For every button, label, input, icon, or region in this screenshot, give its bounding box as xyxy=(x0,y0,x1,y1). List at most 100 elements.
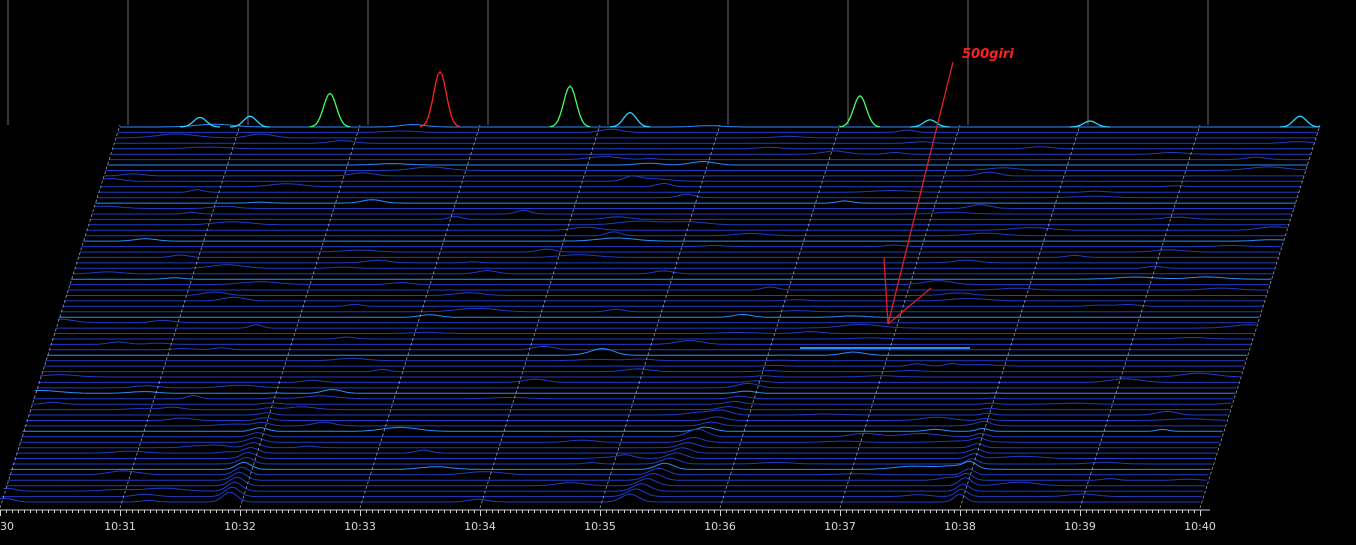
slanted-gridline xyxy=(719,124,841,509)
tick-label: 10:35 xyxy=(584,520,616,533)
annotation-group: 500giri xyxy=(883,47,1014,325)
spectrum-trace xyxy=(8,466,1209,476)
slanted-gridline xyxy=(599,124,721,509)
spectrum-trace xyxy=(12,457,1213,465)
spectrum-trace xyxy=(10,460,1211,470)
slanted-gridline xyxy=(959,124,1081,509)
spectrum-trace xyxy=(36,382,1237,389)
spectrum-trace xyxy=(7,471,1208,481)
minor-ticks xyxy=(0,510,1201,516)
spectrum-trace xyxy=(60,307,1261,313)
spectrum-trace xyxy=(72,270,1273,275)
spectrum-trace xyxy=(66,291,1267,296)
tick-label: 10:31 xyxy=(104,520,136,533)
spectrum-trace xyxy=(109,156,1310,161)
spectrum-trace xyxy=(102,175,1303,182)
spectrum-trace xyxy=(118,128,1319,133)
spectrum-trace xyxy=(39,372,1241,378)
spectrum-trace xyxy=(74,264,1275,269)
tick-labels: 30 10:31 10:32 10:33 10:34 10:35 10:36 10:37 10:… xyxy=(0,520,1216,533)
spectrum-peak xyxy=(909,119,951,128)
slanted-time-gridlines xyxy=(0,124,1321,509)
spectrum-traces xyxy=(0,70,1321,503)
spectrum-trace xyxy=(104,171,1305,177)
spectrum-trace xyxy=(29,406,1230,411)
spectrum-trace xyxy=(113,146,1313,150)
slanted-gridline xyxy=(479,124,601,509)
tick-label: 10:37 xyxy=(824,520,856,533)
spectrum-peak xyxy=(309,92,351,128)
spectrum-trace xyxy=(24,420,1225,427)
slanted-gridline xyxy=(119,124,241,509)
slanted-gridline xyxy=(359,124,481,509)
spectrum-trace xyxy=(19,436,1220,443)
spectrum-trace xyxy=(41,368,1242,373)
tick-label: 10:32 xyxy=(224,520,256,533)
spectrum-trace xyxy=(107,160,1308,166)
spectrum-trace xyxy=(31,400,1232,405)
spectrum-trace xyxy=(76,259,1277,264)
spectrum-trace xyxy=(47,347,1247,356)
spectrum-trace xyxy=(48,345,1249,351)
tick-label: 10:36 xyxy=(704,520,736,533)
spectrum-trace xyxy=(57,318,1258,324)
spectrum-trace xyxy=(0,491,1200,503)
spectrum-peak xyxy=(229,115,271,128)
spectrum-trace xyxy=(34,388,1235,394)
spectrum-trace xyxy=(52,336,1253,340)
slanted-gridline xyxy=(839,124,961,509)
tick-label: 10:34 xyxy=(464,520,496,533)
spectrum-trace xyxy=(43,363,1244,367)
spectrum-trace xyxy=(45,357,1246,362)
spectrum-trace xyxy=(17,441,1218,449)
spectrum-trace xyxy=(93,204,1294,209)
spectrum-trace xyxy=(3,481,1204,492)
slanted-gridline xyxy=(1079,124,1201,509)
spectrum-peak xyxy=(549,85,591,128)
spectrum-trace xyxy=(1,486,1202,498)
spectrum-trace xyxy=(5,476,1206,487)
spectrum-trace xyxy=(106,166,1307,171)
spectrum-trace xyxy=(15,446,1216,454)
spectrum-trace xyxy=(67,286,1268,291)
spectrum-trace xyxy=(92,209,1293,215)
spectrum-peak xyxy=(609,111,651,128)
spectrum-trace xyxy=(53,331,1254,334)
slanted-gridline xyxy=(0,124,121,509)
spectrum-trace xyxy=(55,324,1256,329)
tick-label: 10:38 xyxy=(944,520,976,533)
spectrum-trace xyxy=(81,244,1282,248)
spectrum-trace xyxy=(111,150,1312,155)
slanted-gridline xyxy=(239,124,361,509)
tick-label: 30 xyxy=(0,520,14,533)
tick-label: 10:33 xyxy=(344,520,376,533)
slanted-gridline xyxy=(1199,124,1321,509)
spectrum-trace xyxy=(33,394,1233,400)
spectrum-trace xyxy=(69,280,1270,286)
spectrum-peak xyxy=(839,94,881,128)
spectrum-trace xyxy=(50,340,1251,345)
spectrum-trace xyxy=(62,303,1263,307)
spectrum-trace xyxy=(22,426,1223,432)
vertical-gridlines xyxy=(7,0,1209,125)
spectrum-trace xyxy=(27,409,1228,416)
spectrum-trace xyxy=(64,296,1265,302)
spectrum-trace xyxy=(88,220,1289,226)
annotation-arrow-shaft xyxy=(887,61,954,325)
annotation-arrow-head-left xyxy=(883,257,889,325)
spectrum-trace xyxy=(38,378,1239,383)
spectrum-trace xyxy=(26,416,1227,421)
spectrum-peak xyxy=(1279,115,1321,128)
spectrum-trace xyxy=(83,237,1284,242)
spectrum-peak xyxy=(419,70,461,128)
annotation-label: 500giri xyxy=(962,47,1014,62)
spectrum-trace xyxy=(59,313,1260,318)
spectrum-trace xyxy=(13,451,1214,459)
spectrum-trace xyxy=(114,140,1315,144)
spectrum-trace xyxy=(80,248,1280,253)
tick-label: 10:39 xyxy=(1064,520,1096,533)
spectrum-peak xyxy=(179,116,221,128)
spectrum-peak xyxy=(1069,120,1111,128)
